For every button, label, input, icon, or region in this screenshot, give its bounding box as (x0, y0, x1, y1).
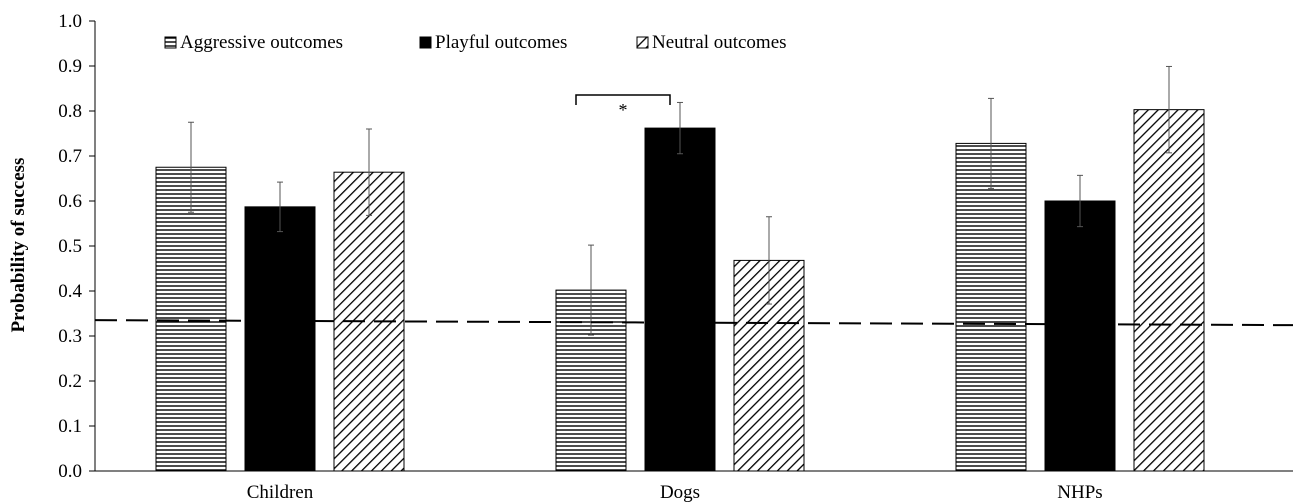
y-tick-label: 0.5 (58, 236, 82, 257)
bar-playful-outcomes-nhps (1044, 200, 1116, 472)
x-tick-label: NHPs (1057, 482, 1102, 502)
y-tick-label: 0.2 (58, 371, 82, 392)
significance-bracket: * (575, 94, 671, 120)
bar-aggressive-outcomes-children (155, 166, 227, 472)
y-tick-label: 0.1 (58, 416, 82, 437)
y-tick-label: 0.3 (58, 326, 82, 347)
y-tick-label: 1.0 (58, 11, 82, 32)
legend: Aggressive outcomes Playful outcomes Neutr… (164, 32, 787, 53)
legend-label: Playful outcomes (435, 32, 567, 53)
bar-aggressive-outcomes-nhps (955, 142, 1027, 472)
significance-bracket-line (575, 94, 671, 105)
chance-reference-line (94, 319, 1293, 327)
y-tick-label: 0.4 (58, 281, 82, 302)
y-axis-label: Probability of success (8, 158, 29, 333)
bar-playful-outcomes-children (244, 206, 316, 472)
legend-swatch-aggressive-outcomes (164, 36, 177, 49)
y-tick-label: 0.9 (58, 56, 82, 77)
legend-swatch-playful-outcomes (419, 36, 432, 49)
significance-marker: * (619, 100, 628, 120)
legend-label: Neutral outcomes (652, 32, 787, 53)
x-tick-label: Dogs (660, 482, 700, 502)
legend-swatch-neutral-outcomes (636, 36, 649, 49)
error-bars (188, 65, 1172, 336)
y-tick-label: 0.7 (58, 146, 82, 167)
legend-label: Aggressive outcomes (180, 32, 343, 53)
bar-neutral-outcomes-nhps (1133, 109, 1205, 472)
bars (155, 109, 1205, 472)
bar-playful-outcomes-dogs (644, 127, 716, 472)
y-tick-label: 0.6 (58, 191, 82, 212)
y-tick-label: 0.0 (58, 461, 82, 482)
reference-line (94, 319, 1293, 327)
y-tick-label: 0.8 (58, 101, 82, 122)
x-tick-label: Children (247, 482, 314, 502)
